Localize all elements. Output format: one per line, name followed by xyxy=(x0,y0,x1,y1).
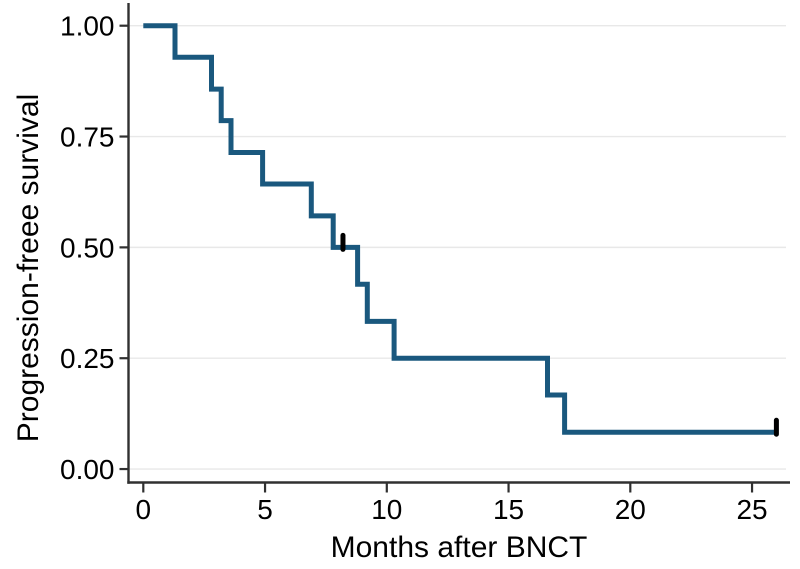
survival-step-curve xyxy=(143,23,777,435)
x-tick-label: 0 xyxy=(136,494,152,525)
x-tick-label: 20 xyxy=(615,494,646,525)
x-tick-label: 5 xyxy=(257,494,273,525)
y-axis-title: Progression-freee survival xyxy=(12,94,45,442)
x-tick-label: 15 xyxy=(493,494,524,525)
y-tick-label: 0.75 xyxy=(60,122,115,153)
y-axis-ticks: 0.00 0.25 0.50 0.75 1.00 xyxy=(60,11,128,485)
survival-curve-path xyxy=(143,23,777,435)
gridlines xyxy=(129,25,786,470)
y-tick-label: 0.50 xyxy=(60,232,115,263)
x-tick-label: 25 xyxy=(736,494,767,525)
x-axis-ticks: 0 5 10 15 20 25 xyxy=(136,483,768,525)
x-tick-label: 10 xyxy=(371,494,402,525)
axes xyxy=(127,3,790,484)
x-axis-title: Months after BNCT xyxy=(331,531,588,564)
y-tick-label: 1.00 xyxy=(60,11,115,42)
y-tick-label: 0.25 xyxy=(60,343,115,374)
censor-marks xyxy=(340,232,779,437)
y-tick-label: 0.00 xyxy=(60,454,115,485)
